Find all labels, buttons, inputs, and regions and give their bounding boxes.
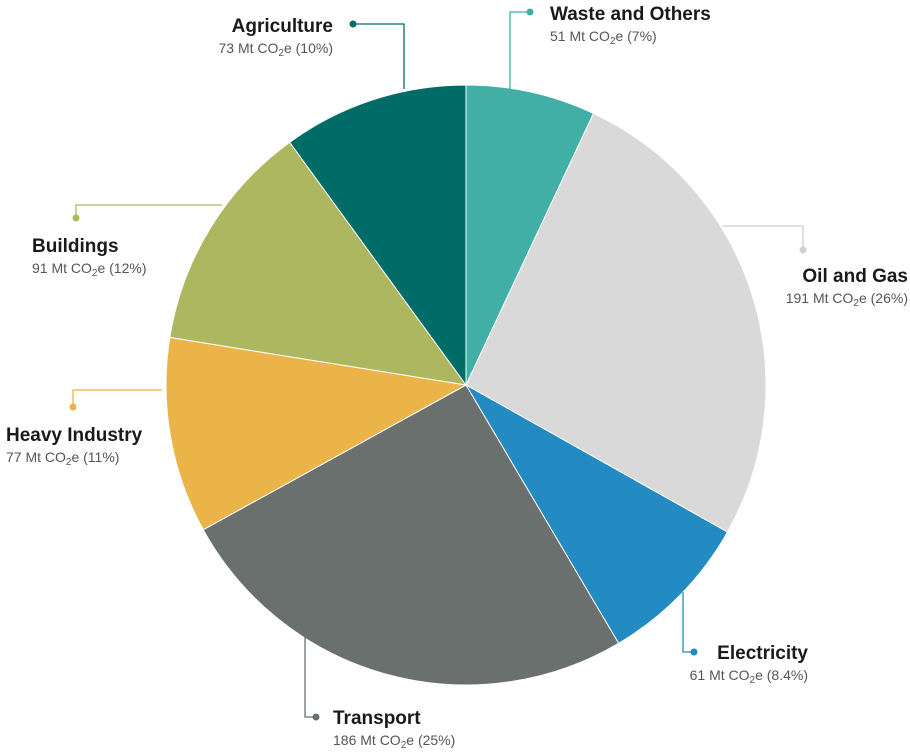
pie-slice-agriculture [288,84,467,387]
pie-slice-buildings [169,141,468,386]
pie-slice-transport [202,384,620,686]
pie-slice-waste-and-others [465,84,595,386]
pie-slice-oil-and-gas [465,112,767,533]
leader-dot-waste-and-others [526,8,534,16]
leader-line-buildings [75,204,222,218]
pie-slice-heavy-industry [165,336,468,531]
slice-label-transport: Transport [333,708,421,729]
slice-value-buildings: 91 Mt CO2e (12%) [32,260,147,279]
slice-label-waste-and-others: Waste and Others [550,4,711,25]
slice-label-heavy-industry: Heavy Industry [6,425,143,446]
slice-label-oil-and-gas: Oil and Gas [802,266,908,287]
leader-line-transport [304,637,316,718]
pie-slice-electricity [464,383,729,644]
pie-slices [165,84,767,686]
leader-line-heavy-industry [72,389,162,407]
leader-line-electricity [682,592,694,653]
leader-dot-transport [312,713,320,721]
slice-value-heavy-industry: 77 Mt CO2e (11%) [6,449,119,468]
leader-line-oil-and-gas [722,225,804,250]
leader-lines [69,8,807,721]
slice-label-electricity: Electricity [717,643,808,664]
slice-labels: Waste and Others 51 Mt CO2e (7%) Oil and G… [6,4,908,751]
leader-dot-buildings [72,214,80,222]
leader-line-agriculture [353,23,405,89]
slice-value-transport: 186 Mt CO2e (25%) [333,732,455,751]
leader-dot-electricity [690,648,698,656]
leader-dot-oil-and-gas [799,246,807,254]
slice-value-electricity: 61 Mt CO2e (8.4%) [690,667,808,686]
slice-label-agriculture: Agriculture [232,16,333,37]
leader-line-waste-and-others [509,11,530,90]
slice-label-buildings: Buildings [32,236,119,257]
slice-value-waste-and-others: 51 Mt CO2e (7%) [550,28,657,47]
slice-value-agriculture: 73 Mt CO2e (10%) [219,40,334,59]
leader-dot-heavy-industry [69,403,77,411]
leader-dot-agriculture [349,20,357,28]
slice-value-oil-and-gas: 191 Mt CO2e (26%) [786,290,908,309]
